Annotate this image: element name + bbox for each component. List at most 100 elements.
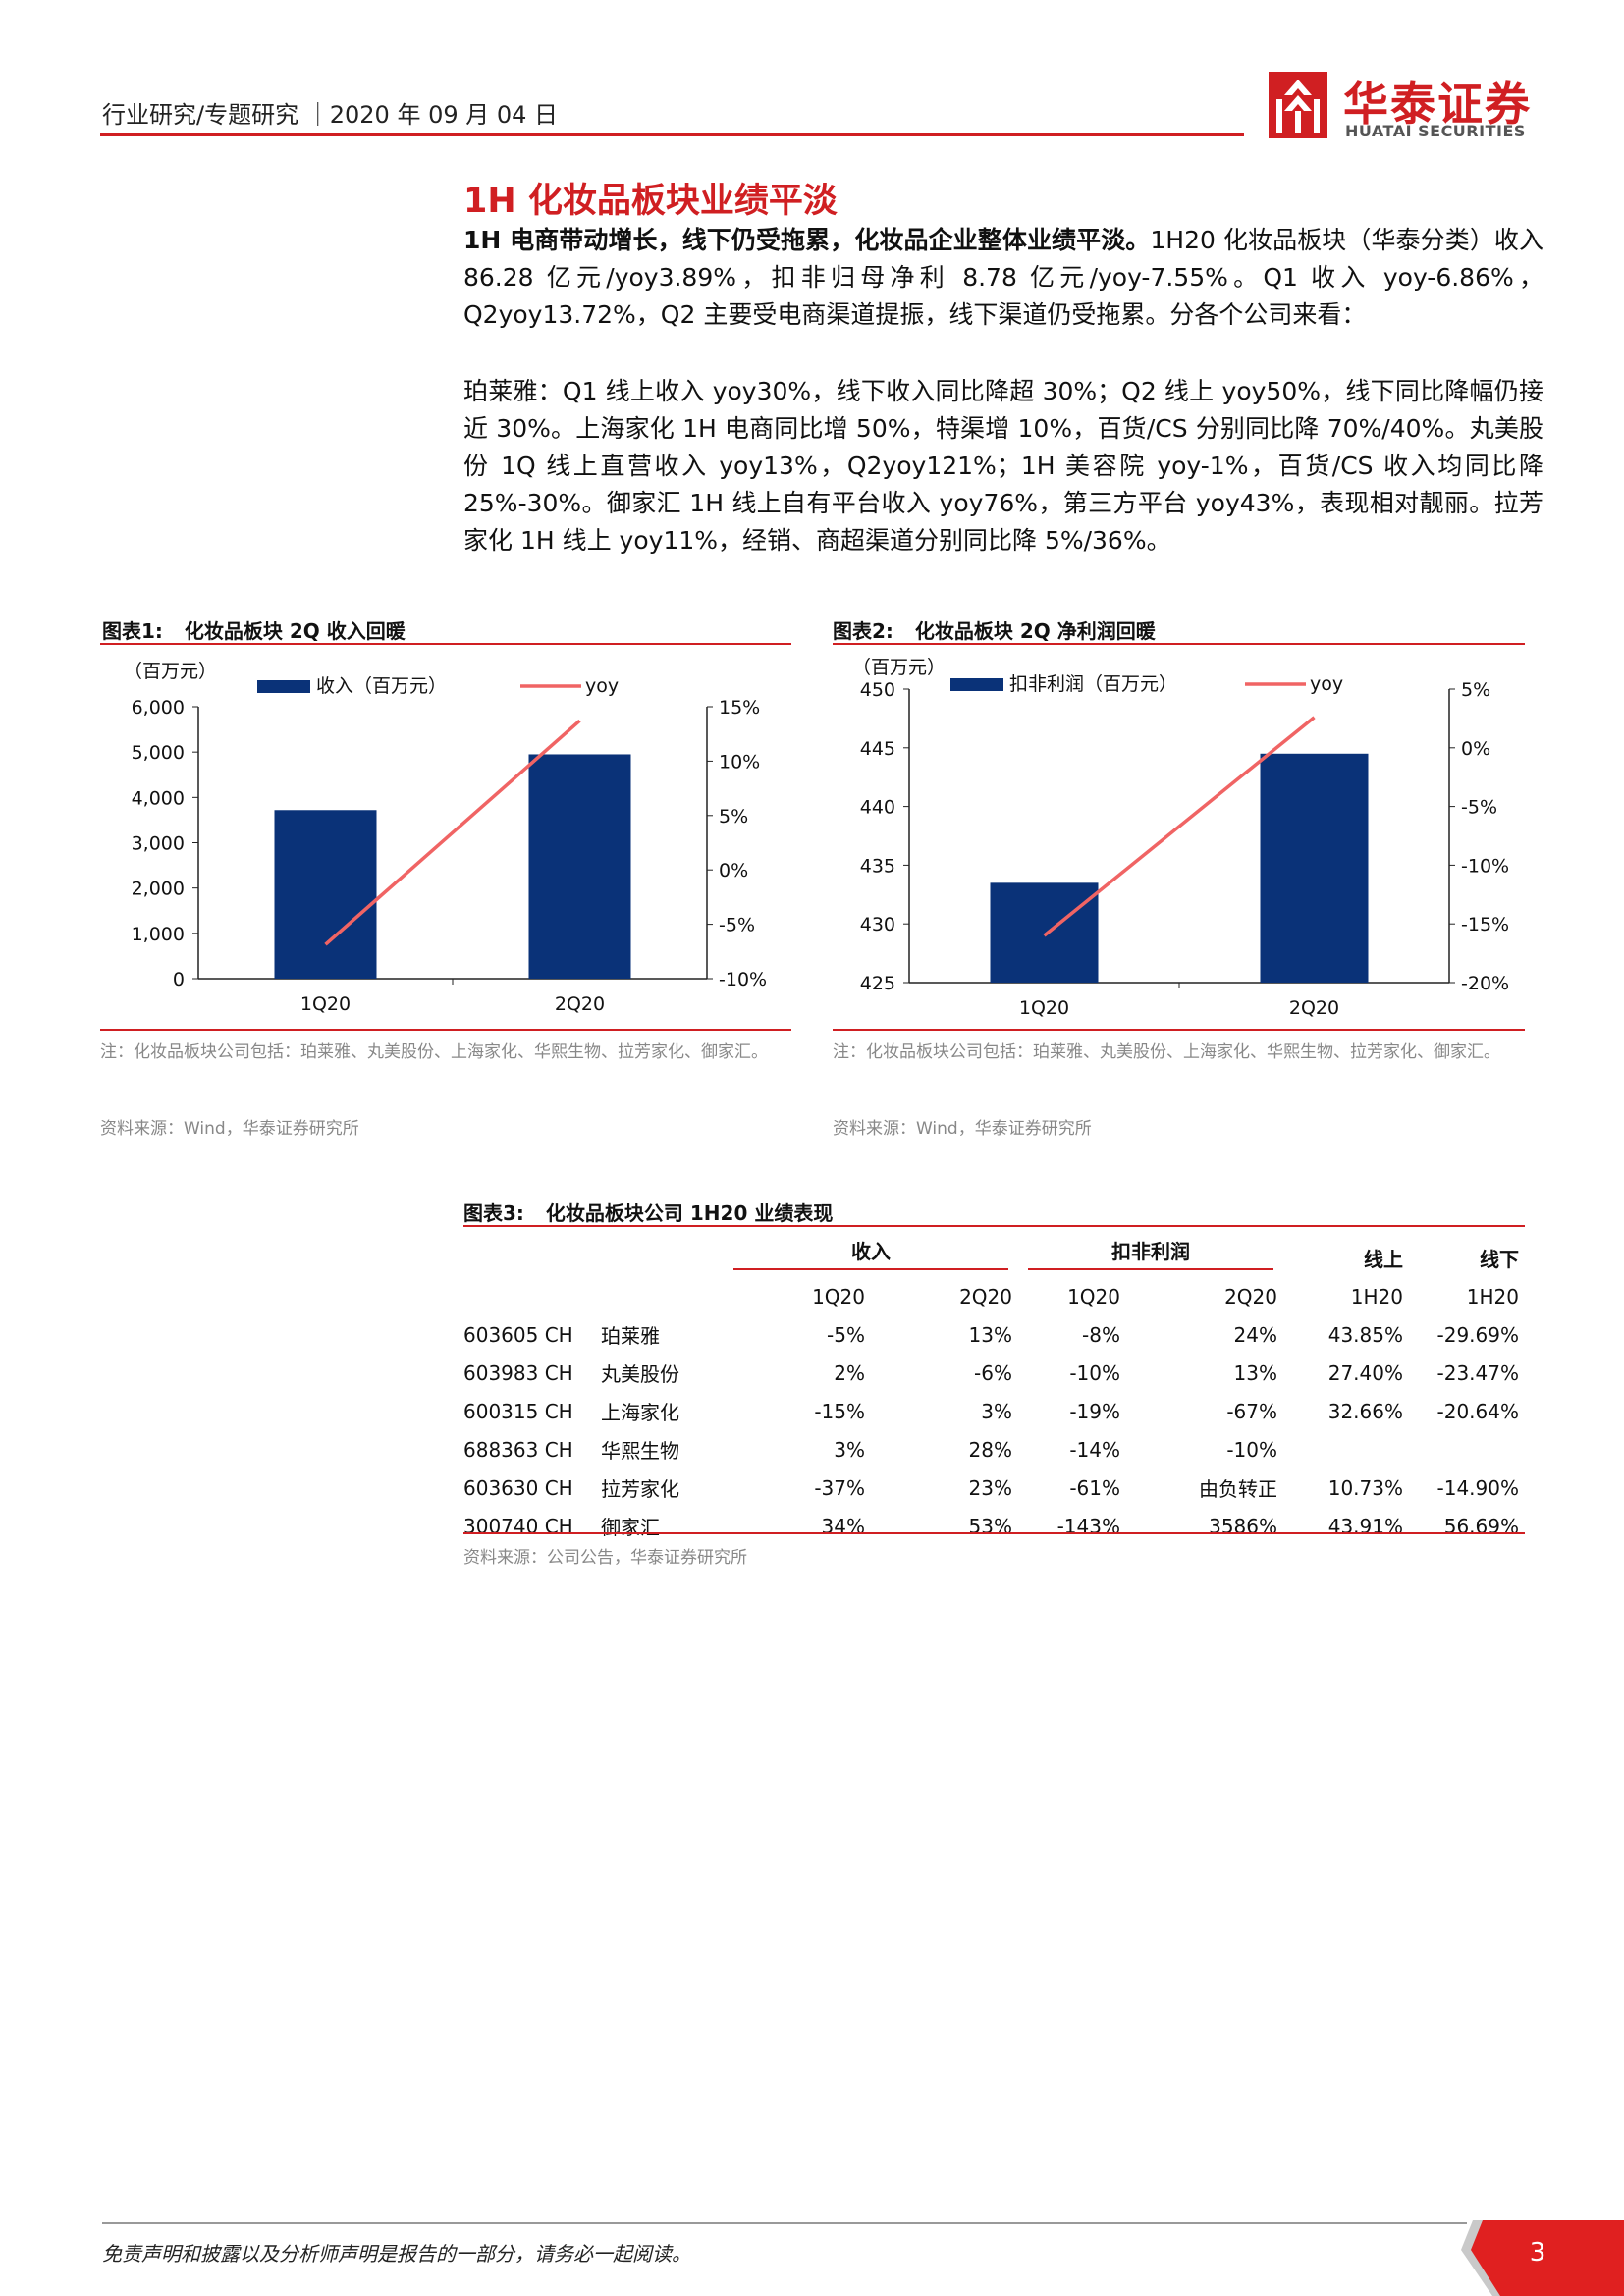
cell-value: -14% (1069, 1437, 1120, 1462)
paragraph-summary-body: 1H20 化妆品板块（华泰分类）收入 86.28 亿元/yoy3.89%，扣非归… (463, 226, 1543, 329)
group-profit-label: 扣非利润 (1028, 1236, 1273, 1270)
chart2-source: 资料来源：Wind，华泰证券研究所 (833, 1119, 1092, 1139)
cell-value: -61% (1069, 1475, 1120, 1500)
cell-value: -8% (1082, 1322, 1120, 1347)
chart2-title: 图表2: 化妆品板块 2Q 净利润回暖 (833, 615, 1156, 644)
cell-value: -29.69% (1436, 1322, 1519, 1347)
cell-value: 53% (968, 1514, 1012, 1538)
cell-name: 珀莱雅 (601, 1324, 660, 1348)
y-left-tick-label: 6,000 (132, 697, 185, 719)
y-left-tick-label: 5,000 (132, 742, 185, 764)
chart1-y-unit: （百万元） (124, 661, 217, 682)
y-left-tick-label: 430 (860, 914, 895, 935)
y-right-tick-label: -15% (1461, 914, 1509, 935)
cell-value: -10% (1226, 1437, 1277, 1462)
header-rule (100, 133, 1244, 136)
paragraph-summary: 1H 电商带动增长，线下仍受拖累，化妆品企业整体业绩平淡。1H20 化妆品板块（… (463, 222, 1543, 334)
subheader-cell: 1Q20 (1067, 1284, 1120, 1308)
y-right-tick-label: -10% (1461, 855, 1509, 877)
cell-value: -5% (827, 1322, 865, 1347)
paragraph-summary-lead: 1H 电商带动增长，线下仍受拖累，化妆品企业整体业绩平淡。 (463, 226, 1151, 254)
table-empty-cell (463, 1277, 591, 1315)
chart1-number: 图表1: (102, 619, 163, 643)
y-left-tick-label: 440 (860, 797, 895, 819)
subheader-cell: 1Q20 (812, 1284, 865, 1308)
chart2-bottom-rule (833, 1029, 1525, 1031)
y-right-tick-label: 0% (719, 860, 748, 881)
cell-value: -67% (1226, 1399, 1277, 1423)
table3-title-text: 化妆品板块公司 1H20 业绩表现 (545, 1201, 834, 1225)
y-right-tick-label: 10% (719, 751, 760, 773)
breadcrumb: 行业研究/专题研究 (102, 101, 299, 129)
cell-value: -20.64% (1436, 1399, 1519, 1423)
y-left-tick-label: 435 (860, 855, 895, 877)
cell-code: 688363 CH (463, 1437, 573, 1462)
subheader-cell: 2Q20 (1224, 1284, 1277, 1308)
chart1-top-rule (100, 643, 791, 645)
bar (990, 882, 1099, 983)
chart2-top-rule (833, 643, 1525, 645)
y-left-tick-label: 450 (860, 679, 895, 701)
cell-code: 603630 CH (463, 1475, 573, 1500)
group-profit: 扣非利润 (1018, 1229, 1283, 1277)
group-revenue: 收入 (724, 1229, 1018, 1277)
cell-value: -15% (814, 1399, 865, 1423)
subheader-cell: 1H20 (1466, 1284, 1519, 1308)
cell-value: 23% (968, 1475, 1012, 1500)
cell-value: 由负转正 (1199, 1477, 1277, 1501)
group-revenue-label: 收入 (733, 1236, 1008, 1270)
cell-value: 32.66% (1327, 1399, 1403, 1423)
cell-code: 603605 CH (463, 1322, 573, 1347)
cell-value: -6% (974, 1361, 1012, 1385)
chart1-source: 资料来源：Wind，华泰证券研究所 (100, 1119, 359, 1139)
y-right-tick-label: 5% (1461, 679, 1490, 701)
table-empty-cell (591, 1229, 724, 1277)
cell-value: -14.90% (1436, 1475, 1519, 1500)
table3-number: 图表3: (463, 1201, 524, 1225)
footer-disclaimer: 免责声明和披露以及分析师声明是报告的一部分，请务必一起阅读。 (102, 2242, 691, 2266)
chart2-title-text: 化妆品板块 2Q 净利润回暖 (914, 619, 1156, 643)
chart2-number: 图表2: (833, 619, 893, 643)
chart1-revenue: （百万元） 0 1,000 2,000 3,000 4,000 5,000 6,000 -10… (124, 661, 767, 1015)
cell-value: 43.85% (1327, 1322, 1403, 1347)
cell-value: 3586% (1209, 1514, 1277, 1538)
cell-value: 13% (968, 1322, 1012, 1347)
cell-value: -19% (1069, 1399, 1120, 1423)
yoy-line (1043, 716, 1316, 937)
performance-table: 收入 扣非利润 线上 线下 1Q20 2Q20 1Q20 2Q20 1H20 1… (463, 1229, 1525, 1545)
x-tick-label: 2Q20 (555, 993, 605, 1015)
section-title: 1H 化妆品板块业绩平淡 (463, 182, 838, 221)
table3-top-rule (463, 1225, 1525, 1227)
cell-value: 3% (834, 1437, 865, 1462)
cell-value: 2% (834, 1361, 865, 1385)
y-left-tick-label: 3,000 (132, 833, 185, 855)
chart2-note: 注：化妆品板块公司包括：珀莱雅、丸美股份、上海家化、华熙生物、拉芳家化、御家汇。 (833, 1042, 1500, 1062)
table-subheader: 1Q20 2Q20 1Q20 2Q20 1H20 1H20 (463, 1277, 1525, 1315)
y-right-tick-label: 15% (719, 697, 760, 719)
table-empty-cell (591, 1277, 724, 1315)
cell-name: 丸美股份 (601, 1362, 679, 1386)
cell-value: 10.73% (1327, 1475, 1403, 1500)
cell-value: -23.47% (1436, 1361, 1519, 1385)
legend-bar-label: 收入（百万元） (316, 675, 447, 697)
cell-value: 3% (981, 1399, 1012, 1423)
cell-value: -37% (814, 1475, 865, 1500)
chart1-title-text: 化妆品板块 2Q 收入回暖 (184, 619, 406, 643)
group-offline: 线下 (1480, 1248, 1519, 1271)
report-date: 2020 年 09 月 04 日 (329, 101, 559, 129)
cell-name: 拉芳家化 (601, 1477, 679, 1501)
bar (274, 810, 377, 979)
legend-bar-label: 扣非利润（百万元） (1009, 673, 1177, 695)
chart1-bottom-rule (100, 1029, 791, 1031)
chart2-profit: （百万元） 425 430 435 440 445 450 -20% -15% -10% -5% 0… (852, 657, 1509, 1019)
cell-value: 28% (968, 1437, 1012, 1462)
cell-code: 600315 CH (463, 1399, 573, 1423)
header-separator: ｜ (298, 101, 330, 129)
y-right-tick-label: -20% (1461, 973, 1509, 994)
cell-value: -10% (1069, 1361, 1120, 1385)
x-tick-label: 2Q20 (1289, 997, 1339, 1019)
paragraph-company-detail: 珀莱雅：Q1 线上收入 yoy30%，线下收入同比降超 30%；Q2 线上 yo… (463, 377, 1543, 555)
bar (1260, 753, 1369, 983)
footer-rule (102, 2222, 1467, 2224)
cell-value: 24% (1233, 1322, 1277, 1347)
